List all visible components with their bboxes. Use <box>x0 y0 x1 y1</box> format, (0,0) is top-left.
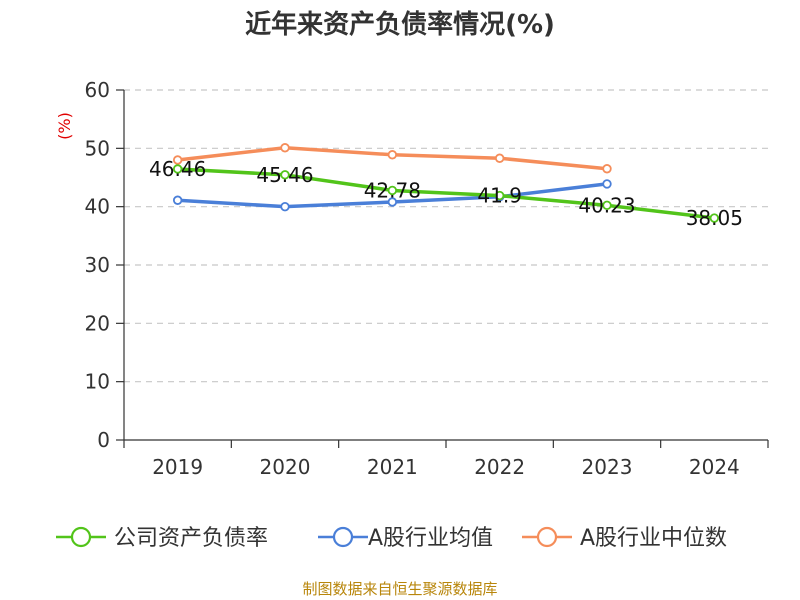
series-line <box>177 167 715 220</box>
y-tick-label: 30 <box>85 253 110 277</box>
data-point <box>172 164 183 174</box>
chart-title: 近年来资产负债率情况(%) <box>245 9 555 40</box>
y-tick-label: 50 <box>85 136 110 160</box>
data-point <box>709 213 720 223</box>
data-point <box>280 201 290 212</box>
data-point <box>280 143 290 153</box>
source-note: 制图数据来自恒生聚源数据库 <box>302 580 497 598</box>
data-point <box>494 153 505 163</box>
y-tick-label: 60 <box>85 78 110 102</box>
legend-label: A股行业中位数 <box>580 526 727 551</box>
x-tick-label: 2020 <box>260 455 311 479</box>
x-tick-label: 2022 <box>474 455 525 479</box>
data-label: 38.05 <box>686 206 743 230</box>
legend-swatch-marker <box>332 526 354 548</box>
data-point <box>387 150 398 160</box>
y-tick-label: 10 <box>85 370 110 394</box>
data-point <box>602 179 612 189</box>
data-point <box>494 190 505 201</box>
y-tick-label: 20 <box>85 311 110 335</box>
data-point <box>280 170 290 180</box>
x-tick-label: 2021 <box>367 455 418 479</box>
data-label: 45.46 <box>256 163 313 187</box>
data-point <box>602 164 612 174</box>
data-label: 46.46 <box>149 157 206 181</box>
data-label: 40.23 <box>578 193 635 217</box>
y-axis-label: (%) <box>55 112 74 140</box>
legend: 公司资产负债率 A股行业均值 A股行业中位数 <box>56 526 727 551</box>
legend-swatch-marker <box>536 526 558 548</box>
data-label: 41.9 <box>477 184 522 208</box>
legend-label: A股行业均值 <box>368 526 493 551</box>
axes <box>116 89 769 448</box>
x-tick-label: 2019 <box>152 455 203 479</box>
data-point <box>387 197 398 207</box>
y-tick-label: 0 <box>97 428 110 452</box>
data-label: 42.78 <box>364 178 421 202</box>
grid-lines <box>124 89 768 383</box>
data-point <box>602 200 612 211</box>
x-tick-labels: 2019 2020 2021 2022 2023 2024 <box>152 455 740 479</box>
x-tick-label: 2024 <box>689 455 740 479</box>
data-point <box>172 155 183 165</box>
y-tick-labels: 0 10 20 30 40 50 60 <box>85 78 110 452</box>
y-tick-label: 40 <box>85 195 110 219</box>
data-point <box>387 185 398 196</box>
legend-swatch-marker <box>70 526 92 548</box>
x-tick-label: 2023 <box>582 455 633 479</box>
data-labels: 46.46 45.46 42.78 41.9 40.23 38.05 <box>149 157 743 230</box>
series-layer <box>172 143 720 223</box>
data-point <box>172 195 183 205</box>
legend-label: 公司资产负债率 <box>114 526 268 551</box>
